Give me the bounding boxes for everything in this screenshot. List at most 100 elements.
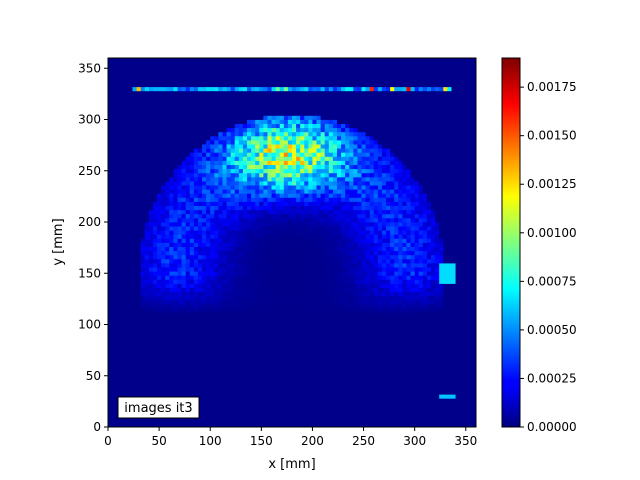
heatmap-cell bbox=[304, 209, 309, 215]
heatmap-cell bbox=[279, 127, 285, 133]
heatmap-cell bbox=[165, 181, 170, 186]
heatmap-cell bbox=[218, 99, 223, 104]
heatmap-cell bbox=[173, 230, 178, 235]
heatmap-cell bbox=[112, 283, 117, 288]
heatmap-cell bbox=[222, 418, 227, 424]
heatmap-cell bbox=[136, 127, 142, 133]
heatmap-cell bbox=[124, 357, 129, 362]
heatmap-cell bbox=[287, 398, 293, 403]
heatmap-cell bbox=[263, 238, 268, 243]
heatmap-cell bbox=[242, 172, 248, 178]
heatmap-cell bbox=[189, 324, 195, 329]
heatmap-cell bbox=[124, 246, 129, 252]
heatmap-cell bbox=[210, 99, 215, 104]
heatmap-cell bbox=[173, 131, 178, 137]
heatmap-cell bbox=[287, 205, 293, 211]
heatmap-cell bbox=[283, 58, 289, 63]
heatmap-cell bbox=[120, 263, 125, 268]
heatmap-cell bbox=[279, 328, 285, 334]
heatmap-cell bbox=[259, 78, 264, 83]
heatmap-cell bbox=[275, 86, 281, 92]
heatmap-cell bbox=[312, 90, 317, 96]
heatmap-cell bbox=[324, 386, 330, 391]
heatmap-cell bbox=[242, 349, 248, 354]
heatmap-cell bbox=[214, 86, 219, 92]
heatmap-cell bbox=[271, 90, 277, 96]
heatmap-cell bbox=[157, 369, 162, 375]
heatmap-cell bbox=[263, 226, 268, 231]
heatmap-cell bbox=[165, 140, 170, 145]
heatmap-cell bbox=[214, 308, 219, 313]
heatmap-cell bbox=[120, 103, 125, 108]
heatmap-cell bbox=[255, 304, 260, 309]
heatmap-cell bbox=[238, 135, 244, 141]
heatmap-cell bbox=[124, 62, 129, 67]
heatmap-cell bbox=[324, 140, 330, 145]
heatmap-cell bbox=[300, 386, 305, 391]
heatmap-cell bbox=[124, 381, 129, 387]
heatmap-cell bbox=[267, 336, 272, 342]
heatmap-cell bbox=[214, 213, 219, 219]
heatmap-cell bbox=[124, 99, 129, 104]
heatmap-cell bbox=[185, 295, 191, 301]
heatmap-cell bbox=[332, 308, 338, 313]
heatmap-cell bbox=[320, 377, 326, 383]
heatmap-cell bbox=[132, 357, 138, 362]
heatmap-cell bbox=[267, 135, 272, 141]
heatmap-cell bbox=[165, 78, 170, 83]
heatmap-cell bbox=[202, 193, 207, 198]
heatmap-cell bbox=[300, 291, 305, 297]
heatmap-cell bbox=[259, 336, 264, 342]
heatmap-cell bbox=[304, 135, 309, 141]
heatmap-cell bbox=[214, 238, 219, 243]
heatmap-cell bbox=[267, 94, 272, 100]
heatmap-cell bbox=[161, 308, 166, 313]
heatmap-cell bbox=[308, 176, 313, 182]
heatmap-cell bbox=[255, 295, 260, 301]
heatmap-cell bbox=[312, 328, 317, 334]
heatmap-cell bbox=[259, 193, 264, 198]
heatmap-cell bbox=[189, 263, 195, 268]
heatmap-cell bbox=[152, 58, 158, 63]
heatmap-cell bbox=[324, 213, 330, 219]
heatmap-cell bbox=[304, 119, 309, 124]
heatmap-cell bbox=[152, 230, 158, 235]
heatmap-cell bbox=[251, 205, 256, 211]
heatmap-cell bbox=[267, 328, 272, 334]
heatmap-cell bbox=[140, 234, 146, 239]
heatmap-cell bbox=[108, 140, 113, 145]
heatmap-cell bbox=[275, 365, 281, 370]
heatmap-cell bbox=[214, 386, 219, 391]
heatmap-cell bbox=[165, 324, 170, 329]
heatmap-cell bbox=[320, 115, 326, 120]
heatmap-cell bbox=[255, 222, 260, 227]
heatmap-cell bbox=[308, 230, 313, 235]
heatmap-cell bbox=[320, 271, 326, 276]
heatmap-cell bbox=[169, 357, 174, 362]
heatmap-cell bbox=[185, 181, 191, 186]
heatmap-cell bbox=[267, 156, 272, 161]
heatmap-cell bbox=[108, 304, 113, 309]
heatmap-cell bbox=[136, 156, 142, 161]
heatmap-cell bbox=[275, 156, 281, 161]
heatmap-cell bbox=[144, 291, 150, 297]
heatmap-cell bbox=[218, 349, 223, 354]
heatmap-cell bbox=[328, 353, 334, 358]
heatmap-cell bbox=[283, 74, 289, 79]
heatmap-cell bbox=[238, 353, 244, 358]
heatmap-cell bbox=[197, 291, 203, 297]
heatmap-cell bbox=[296, 295, 301, 301]
heatmap-cell bbox=[120, 250, 125, 256]
heatmap-cell bbox=[279, 283, 285, 288]
heatmap-cell bbox=[247, 398, 252, 403]
heatmap-cell bbox=[177, 115, 182, 120]
heatmap-cell bbox=[238, 332, 244, 338]
heatmap-cell bbox=[226, 287, 232, 293]
heatmap-cell bbox=[197, 74, 203, 79]
heatmap-cell bbox=[148, 176, 154, 182]
heatmap-cell bbox=[275, 295, 281, 301]
heatmap-cell bbox=[324, 263, 330, 268]
heatmap-cell bbox=[251, 263, 256, 268]
heatmap-cell bbox=[218, 213, 223, 219]
heatmap-cell bbox=[242, 250, 248, 256]
